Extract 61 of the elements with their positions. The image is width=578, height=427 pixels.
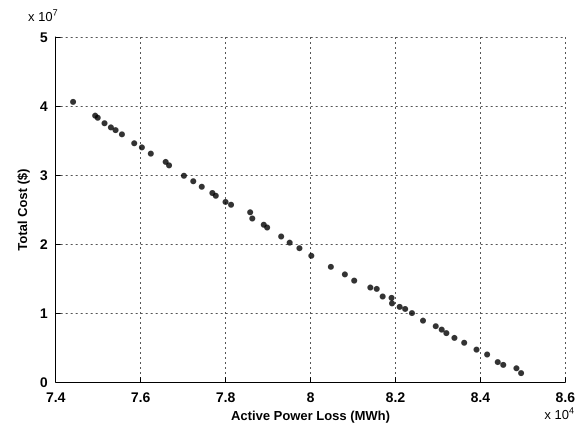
- point: [308, 252, 314, 259]
- point: [402, 306, 408, 312]
- x-axis-title: Active Power Loss (MWh): [231, 408, 390, 423]
- y-tick-label: 1: [40, 305, 48, 322]
- point: [112, 127, 119, 134]
- point: [286, 240, 293, 246]
- point: [249, 216, 256, 222]
- point: [190, 178, 196, 184]
- point: [148, 150, 154, 157]
- point: [264, 224, 270, 230]
- point: [513, 365, 520, 372]
- x-tick-label: 7.8: [216, 389, 236, 406]
- point: [328, 264, 334, 270]
- y-tick-label: 0: [40, 374, 48, 390]
- point: [438, 326, 445, 333]
- point: [212, 192, 219, 199]
- y-tick-label: 5: [40, 29, 48, 45]
- x-tick-label: 8.2: [386, 389, 406, 406]
- point: [420, 318, 426, 324]
- point: [367, 284, 374, 291]
- point: [494, 359, 501, 366]
- point: [70, 98, 76, 105]
- point: [518, 370, 524, 376]
- y-tick-label: 4: [40, 98, 48, 114]
- point: [180, 172, 187, 179]
- point: [222, 198, 229, 205]
- point: [443, 330, 450, 336]
- x-tick-label: 8: [306, 389, 315, 406]
- x-tick-label: 8.6: [556, 389, 576, 406]
- point: [396, 304, 403, 310]
- x-tick-label: 8.4: [470, 389, 490, 406]
- point: [94, 114, 101, 121]
- point: [484, 351, 490, 358]
- point: [374, 286, 380, 292]
- point: [228, 202, 234, 208]
- point: [278, 233, 284, 240]
- point: [198, 184, 205, 190]
- point: [342, 271, 348, 278]
- y-tick-label: 3: [40, 167, 48, 184]
- point: [408, 310, 415, 316]
- point: [389, 300, 396, 306]
- point: [474, 346, 480, 353]
- point: [102, 120, 108, 126]
- x-tick-label: 7.4: [46, 389, 66, 406]
- point: [432, 323, 439, 330]
- y-axis-title: Total Cost ($): [15, 168, 30, 251]
- point: [108, 124, 114, 130]
- point: [296, 245, 302, 252]
- point: [131, 140, 138, 146]
- x-tick-label: 7.6: [130, 389, 151, 406]
- point: [388, 294, 395, 301]
- point: [461, 340, 468, 346]
- point: [500, 362, 506, 368]
- point: [166, 162, 172, 168]
- point: [451, 334, 458, 341]
- point: [351, 278, 358, 284]
- y-tick-label: 2: [40, 236, 48, 252]
- point: [138, 144, 145, 150]
- point: [380, 294, 386, 300]
- point: [247, 209, 254, 216]
- point: [118, 131, 125, 138]
